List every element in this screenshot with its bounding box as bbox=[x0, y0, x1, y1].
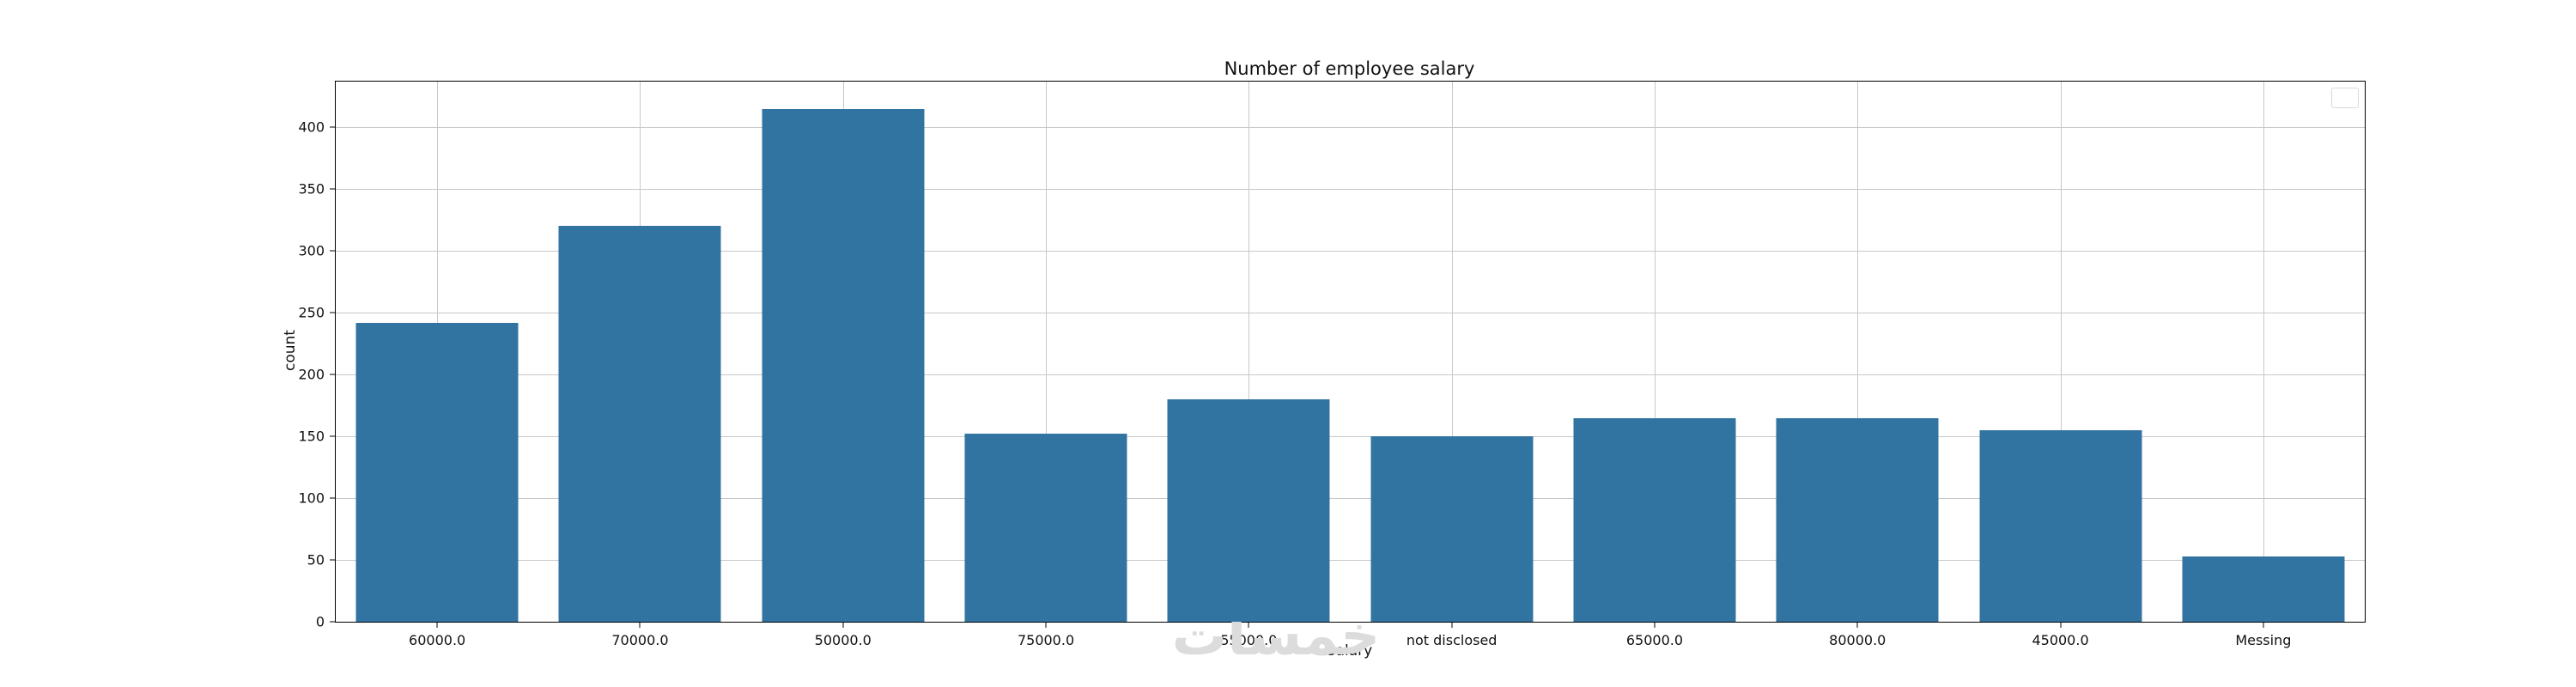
x-tick-label: 65000.0 bbox=[1625, 632, 1684, 648]
x-tick-mark bbox=[436, 622, 438, 628]
y-tick-mark bbox=[330, 188, 336, 190]
y-tick-label: 300 bbox=[298, 242, 325, 259]
y-tick-label: 200 bbox=[298, 366, 325, 383]
chart-title: Number of employee salary bbox=[1224, 58, 1475, 79]
x-tick-mark bbox=[2060, 622, 2062, 628]
y-tick-mark bbox=[330, 497, 336, 499]
gridline-vertical bbox=[2060, 82, 2062, 622]
y-tick-mark bbox=[330, 250, 336, 252]
gridline-vertical bbox=[1857, 82, 1859, 622]
y-tick-label: 0 bbox=[315, 613, 325, 630]
x-tick-label: Messing bbox=[2235, 632, 2292, 648]
y-tick-mark bbox=[330, 559, 336, 561]
x-tick-label: 45000.0 bbox=[2032, 632, 2089, 648]
x-tick-label: 75000.0 bbox=[1017, 632, 1075, 648]
gridline-horizontal bbox=[336, 189, 2365, 191]
x-tick-mark bbox=[842, 622, 844, 628]
bar bbox=[1979, 429, 2142, 622]
bar bbox=[762, 108, 925, 622]
x-tick-label: not disclosed bbox=[1406, 632, 1498, 648]
gridline-horizontal bbox=[336, 251, 2365, 252]
gridline-horizontal bbox=[336, 498, 2365, 500]
gridline-vertical bbox=[1451, 82, 1453, 622]
gridline-vertical bbox=[1046, 82, 1048, 622]
x-tick-label: 70000.0 bbox=[611, 632, 669, 648]
y-tick-label: 350 bbox=[298, 180, 325, 198]
gridline-vertical bbox=[2263, 82, 2264, 622]
x-tick-mark bbox=[1045, 622, 1047, 628]
bar bbox=[558, 226, 721, 622]
x-tick-label: 80000.0 bbox=[1829, 632, 1886, 648]
bar bbox=[1167, 398, 1330, 622]
gridline-horizontal bbox=[336, 436, 2365, 438]
y-tick-mark bbox=[330, 435, 336, 437]
gridline-horizontal bbox=[336, 127, 2365, 129]
x-tick-label: 55000.0 bbox=[1220, 632, 1278, 648]
plot-area: 0 50 100 150 200 250 300 350 400 60000.0 70000.0 50… bbox=[298, 81, 2366, 648]
y-tick-mark bbox=[330, 374, 336, 375]
x-tick-mark bbox=[1856, 622, 1858, 628]
bar bbox=[1370, 436, 1534, 622]
bar bbox=[355, 322, 519, 622]
gridline-vertical bbox=[1654, 82, 1656, 622]
bar bbox=[2182, 556, 2345, 622]
y-tick-label: 400 bbox=[298, 119, 325, 136]
y-tick-mark bbox=[330, 126, 336, 128]
y-tick-mark bbox=[330, 621, 336, 623]
bar bbox=[1776, 417, 1939, 622]
x-tick-label: 50000.0 bbox=[814, 632, 872, 648]
gridline-horizontal bbox=[336, 374, 2365, 376]
x-axis-label: Salary bbox=[1326, 642, 1373, 660]
y-axis-label: count bbox=[282, 330, 299, 371]
y-tick-label: 150 bbox=[298, 428, 325, 445]
x-tick-mark bbox=[1654, 622, 1656, 628]
x-tick-mark bbox=[1451, 622, 1453, 628]
bar bbox=[1573, 417, 1736, 622]
legend-box bbox=[2331, 88, 2359, 108]
y-tick-label: 50 bbox=[307, 551, 325, 568]
y-tick-label: 250 bbox=[298, 304, 325, 321]
gridline-horizontal bbox=[336, 560, 2365, 562]
y-tick-label: 100 bbox=[298, 489, 325, 507]
x-tick-mark bbox=[639, 622, 641, 628]
bar bbox=[964, 434, 1127, 622]
x-tick-label: 60000.0 bbox=[409, 632, 466, 648]
